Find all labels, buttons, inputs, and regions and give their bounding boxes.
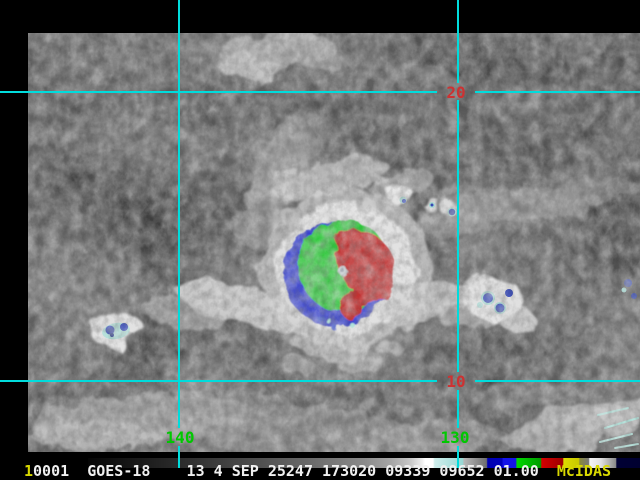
enhancement-colorbar: [88, 458, 640, 468]
latitude-label-10: 10: [446, 372, 465, 391]
latlon-grid: [0, 0, 640, 468]
texture-noise-dark: [28, 33, 640, 452]
image-info-text: 0001 GOES-18 13 4 SEP 25247 173020 09339…: [33, 462, 557, 480]
frame-number: 1: [24, 462, 34, 480]
satellite-image[interactable]: [25, 24, 640, 463]
status-bar: 10001 GOES-18 13 4 SEP 25247 173020 0933…: [24, 464, 611, 479]
mcidas-brand-label: McIDAS: [556, 462, 612, 480]
longitude-label-130: 130: [441, 428, 470, 447]
latitude-label-20: 20: [446, 83, 465, 102]
longitude-label-140: 140: [166, 428, 195, 447]
